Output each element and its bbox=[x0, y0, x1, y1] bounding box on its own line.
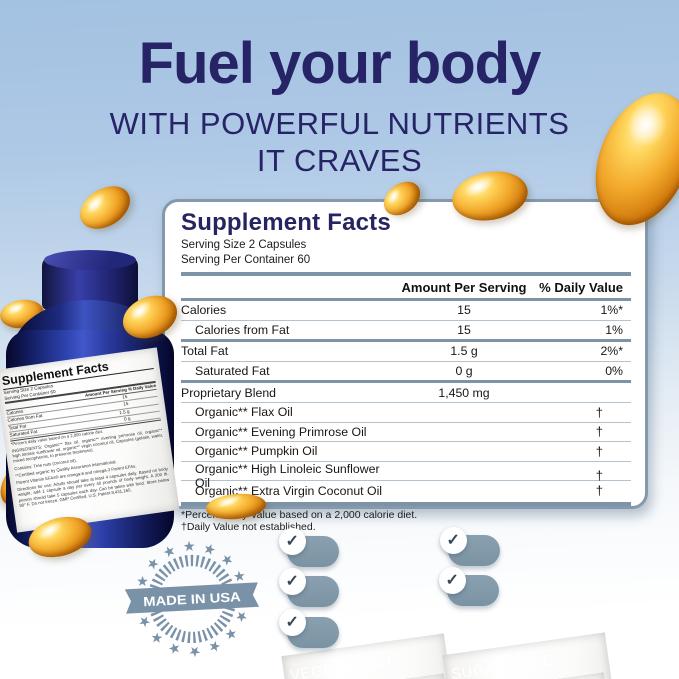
stamp-banner bbox=[124, 582, 260, 614]
table-row: Total Fat 1.5 g 2%* bbox=[181, 342, 631, 362]
row-name: Organic** Evening Primrose Oil bbox=[195, 424, 367, 439]
made-in-usa-stamp: MADE IN USA bbox=[124, 540, 260, 658]
badge-no-artificial-colors: ✓ NO ARTIFICIAL COLORS bbox=[279, 609, 339, 648]
row-amount: 15 bbox=[457, 322, 471, 337]
divider bbox=[181, 501, 631, 506]
divider bbox=[181, 298, 631, 301]
table-row: Calories 15 1%* bbox=[181, 301, 631, 321]
row-amount: 15 bbox=[457, 303, 471, 318]
bottle-label: Supplement Facts Serving Size 2 Capsules… bbox=[0, 347, 180, 533]
column-amount-per-serving: Amount Per Serving bbox=[401, 280, 527, 295]
table-header-row: Amount Per Serving % Daily Value bbox=[181, 278, 631, 297]
row-dv: † bbox=[595, 404, 603, 420]
row-dv: † bbox=[595, 443, 603, 459]
row-dv: † bbox=[595, 468, 603, 484]
row-name: Calories from Fat bbox=[195, 322, 290, 337]
check-icon: ✓ bbox=[279, 568, 306, 595]
row-name: Organic** Pumpkin Oil bbox=[195, 444, 318, 459]
table-row: Organic** Evening Primrose Oil † bbox=[181, 423, 631, 443]
row-dv: 2%* bbox=[600, 344, 623, 359]
table-row: Organic** High Linoleic Sunflower Oil † bbox=[181, 462, 631, 490]
row-amount: 1.5 g bbox=[450, 344, 478, 359]
supplement-facts-panel: Supplement Facts Serving Size 2 Capsules… bbox=[162, 199, 648, 533]
headline-subtitle-line2: IT CRAVES bbox=[256, 143, 423, 178]
footnote-not-established: †Daily Value not established. bbox=[181, 521, 316, 534]
check-icon: ✓ bbox=[439, 567, 466, 594]
softgel-capsule bbox=[72, 177, 138, 238]
badge-cold-pressed: ✓ COLD PRESSED bbox=[279, 568, 467, 679]
row-dv: 1%* bbox=[600, 303, 623, 318]
check-icon: ✓ bbox=[440, 527, 467, 554]
check-icon: ✓ bbox=[279, 528, 306, 555]
table-row: Saturated Fat 0 g 0% bbox=[181, 362, 631, 384]
badge-sugar-free: ✓ SUGAR FREE bbox=[440, 527, 628, 679]
table-row: Proprietary Blend 1,450 mg bbox=[181, 383, 631, 403]
headline-title: Fuel your body bbox=[138, 31, 542, 96]
row-dv: 1% bbox=[605, 322, 623, 337]
table-row: Organic** Flax Oil † bbox=[181, 403, 631, 423]
row-dv: 0% bbox=[605, 364, 623, 379]
table-row: Calories from Fat 15 1% bbox=[181, 321, 631, 343]
badge-carrageenan-free: ✓ CARRAGEENAN FREE bbox=[439, 567, 627, 679]
stamp-text: MADE IN USA bbox=[143, 589, 242, 609]
row-name: Saturated Fat bbox=[195, 364, 270, 379]
headline-subtitle-line1: WITH POWERFUL NUTRIENTS bbox=[109, 106, 570, 141]
row-name: Organic** High Linoleic Sunflower Oil bbox=[195, 461, 380, 490]
row-dv: † bbox=[595, 424, 603, 440]
row-name: Proprietary Blend bbox=[181, 385, 277, 400]
column-daily-value: % Daily Value bbox=[539, 280, 623, 295]
row-name: Total Fat bbox=[181, 344, 229, 359]
bottle-cap-top bbox=[44, 250, 136, 270]
row-name: Organic** Flax Oil bbox=[195, 405, 293, 420]
row-amount: 0 g bbox=[455, 364, 473, 379]
serving-size: Serving Size 2 Capsules bbox=[181, 239, 307, 251]
supplement-bottle: Supplement Facts Serving Size 2 Capsules… bbox=[0, 250, 186, 552]
divider bbox=[181, 272, 631, 276]
row-amount: 1,450 mg bbox=[438, 385, 490, 400]
servings-per-container: Serving Per Container 60 bbox=[181, 254, 311, 266]
row-name: Organic** Extra Virgin Coconut Oil bbox=[195, 483, 383, 498]
table-row: Organic** Pumpkin Oil † bbox=[181, 442, 631, 462]
row-name: Calories bbox=[181, 303, 227, 318]
row-dv: † bbox=[595, 483, 603, 499]
panel-title: Supplement Facts bbox=[181, 209, 391, 236]
badge-vegeterian: ✓ VEGETERIAN bbox=[279, 528, 467, 679]
check-icon: ✓ bbox=[279, 609, 306, 636]
